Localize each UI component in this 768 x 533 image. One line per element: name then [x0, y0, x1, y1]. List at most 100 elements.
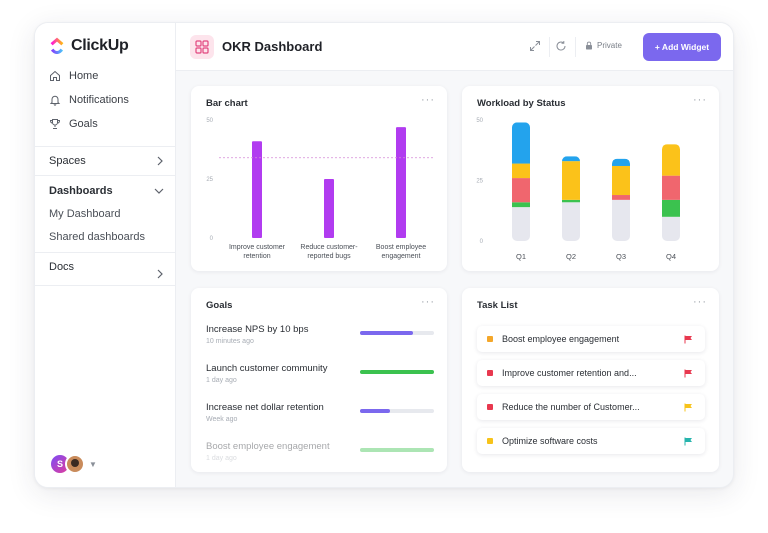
task-status-icon — [487, 404, 493, 410]
brand-name: ClickUp — [71, 37, 129, 54]
more-options-icon[interactable]: ··· — [421, 94, 435, 106]
bar-segment — [512, 163, 530, 179]
sidebar-divider — [35, 146, 176, 147]
workload-chart: 0 25 50 Q1 Q2 Q3 Q4 — [476, 118, 680, 261]
y-tick-label: 0 — [480, 239, 484, 245]
sidebar-divider — [35, 175, 176, 176]
bar-chart-widget: Bar chart ··· 0 25 50 Improve customer reten… — [191, 86, 447, 271]
lock-icon — [586, 41, 592, 50]
task-name: Improve customer retention and... — [502, 368, 637, 378]
goal-time: 1 day ago — [206, 377, 237, 384]
sidebar-item-shared-dashboards[interactable]: Shared dashboards — [49, 231, 146, 243]
goal-progress-bar — [360, 370, 434, 374]
bar-segment — [612, 199, 630, 241]
bar-segment — [562, 161, 580, 200]
bar-segment — [612, 158, 630, 166]
privacy-toggle[interactable]: Private — [585, 41, 622, 50]
task-row[interactable]: Optimize software costs — [477, 428, 705, 454]
bell-icon — [49, 95, 61, 106]
sidebar-item-label: Home — [69, 70, 99, 82]
sidebar: ClickUp Home Notifications Goals Spaces … — [35, 23, 176, 487]
sidebar-section-docs[interactable]: Docs — [49, 261, 164, 281]
bar-segment — [662, 199, 680, 217]
user-avatars[interactable]: S ▼ — [49, 453, 97, 475]
flag-icon[interactable] — [684, 403, 693, 412]
chevron-right-icon — [157, 156, 163, 166]
x-tick-label: engagement — [382, 253, 421, 260]
bar-segments — [662, 144, 680, 241]
task-name: Reduce the number of Customer... — [502, 402, 640, 412]
goal-progress-bar — [360, 409, 434, 413]
x-tick-label: Improve customer — [229, 244, 286, 251]
goal-progress-fill — [360, 448, 434, 452]
more-options-icon[interactable]: ··· — [421, 296, 435, 308]
sidebar-section-spaces[interactable]: Spaces — [49, 155, 164, 167]
expand-icon[interactable] — [529, 40, 541, 52]
task-name: Optimize software costs — [502, 436, 598, 446]
sidebar-divider — [35, 285, 176, 286]
chevron-right-icon — [157, 269, 163, 279]
flag-icon[interactable] — [684, 369, 693, 378]
dashboard-icon — [190, 35, 214, 59]
top-bar: OKR Dashboard Private + Add Widget — [176, 23, 733, 71]
toolbar-divider — [575, 37, 576, 57]
more-options-icon[interactable]: ··· — [693, 296, 707, 308]
widget-title: Goals — [206, 300, 233, 311]
bar — [252, 141, 262, 238]
goal-item[interactable]: Boost employee engagement 1 day ago — [206, 441, 436, 462]
bar-segment — [512, 207, 530, 241]
avatar-photo — [65, 454, 85, 474]
bar-segment — [562, 156, 580, 162]
task-row[interactable]: Reduce the number of Customer... — [477, 394, 705, 420]
y-tick-label: 50 — [476, 118, 483, 124]
bar-segments — [562, 156, 580, 241]
more-options-icon[interactable]: ··· — [693, 94, 707, 106]
sidebar-item-label: Notifications — [69, 94, 129, 106]
trophy-icon — [49, 119, 61, 129]
bar-segment — [562, 199, 580, 203]
bar-segments — [512, 122, 530, 241]
x-tick-label: reported bugs — [307, 253, 351, 260]
goal-name: Increase NPS by 10 bps — [206, 324, 309, 335]
flag-icon[interactable] — [684, 437, 693, 446]
bar — [396, 127, 406, 238]
goal-progress-bar — [360, 331, 434, 335]
chevron-down-icon — [154, 188, 164, 194]
goal-item[interactable]: Launch customer community 1 day ago — [206, 363, 436, 384]
bar-chart: 0 25 50 Improve customer retention Reduce cus… — [206, 118, 433, 260]
sidebar-item-notifications[interactable]: Notifications — [49, 94, 129, 106]
sidebar-section-dashboards[interactable]: Dashboards — [49, 185, 164, 197]
goal-progress-fill — [360, 409, 390, 413]
stacked-bar — [512, 122, 530, 241]
flag-icon[interactable] — [684, 335, 693, 344]
goal-progress-bar — [360, 448, 434, 452]
bar-segment — [612, 165, 630, 196]
sidebar-divider — [35, 252, 176, 253]
spaces-label: Spaces — [49, 155, 86, 167]
sidebar-item-goals[interactable]: Goals — [49, 118, 98, 130]
clickup-logo[interactable]: ClickUp — [49, 37, 129, 55]
task-status-icon — [487, 370, 493, 376]
task-row[interactable]: Boost employee engagement — [477, 326, 705, 352]
sidebar-item-home[interactable]: Home — [49, 70, 98, 82]
bar-segment — [512, 202, 530, 208]
bar-segment — [512, 178, 530, 203]
goal-name: Launch customer community — [206, 363, 328, 374]
task-status-icon — [487, 438, 493, 444]
goal-name: Boost employee engagement — [206, 441, 330, 452]
goal-item[interactable]: Increase NPS by 10 bps 10 minutes ago — [206, 324, 436, 345]
sidebar-item-my-dashboard[interactable]: My Dashboard — [49, 208, 121, 220]
bar-segment — [562, 202, 580, 241]
goal-time: 10 minutes ago — [206, 338, 254, 345]
x-tick-label: retention — [243, 253, 270, 260]
goal-item[interactable]: Increase net dollar retention Week ago — [206, 402, 436, 423]
y-tick-label: 50 — [206, 118, 213, 124]
goal-progress-fill — [360, 370, 434, 374]
bar-segment — [612, 195, 630, 200]
caret-down-icon: ▼ — [89, 459, 97, 469]
toolbar-divider — [549, 37, 550, 57]
task-row[interactable]: Improve customer retention and... — [477, 360, 705, 386]
stacked-bar — [562, 156, 580, 241]
add-widget-button[interactable]: + Add Widget — [643, 33, 721, 61]
refresh-icon[interactable] — [555, 40, 567, 52]
